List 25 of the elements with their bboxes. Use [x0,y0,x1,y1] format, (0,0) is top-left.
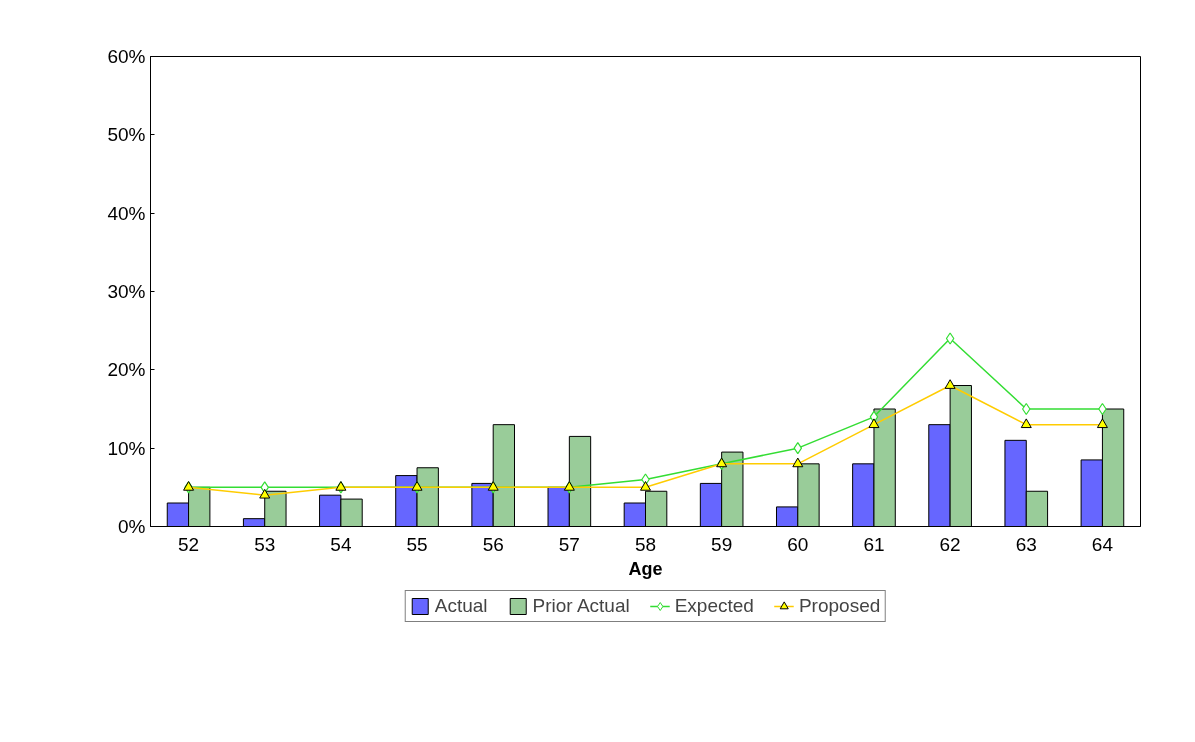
x-tick-label: 57 [558,533,580,555]
y-tick-label: 50% [107,124,146,146]
x-tick-label: 55 [406,533,428,555]
x-axis-title: Age [628,558,663,579]
x-tick-label: 53 [254,533,276,555]
y-tick-label: 40% [107,202,146,224]
y-tick-label: 10% [107,437,146,459]
legend-label: Proposed [798,595,881,617]
x-tick-label: 64 [1091,533,1114,555]
legend-label: Prior Actual [532,595,630,617]
legend-label: Actual [434,595,488,617]
y-tick-label: 20% [107,359,146,381]
y-tick-label: 60% [107,46,146,67]
legend-label: Expected [674,595,754,617]
x-tick-label: 62 [939,533,961,555]
x-tick-label: 60 [787,533,809,555]
x-tick-label: 56 [482,533,504,555]
x-tick-label: 61 [863,533,885,555]
x-tick-label: 52 [178,533,200,555]
y-tick-label: 0% [118,516,146,537]
y-tick-label: 30% [107,281,146,302]
x-tick-label: 59 [711,533,733,555]
x-tick-label: 58 [634,533,657,555]
x-tick-label: 54 [330,533,352,555]
x-tick-label: 63 [1015,533,1037,555]
